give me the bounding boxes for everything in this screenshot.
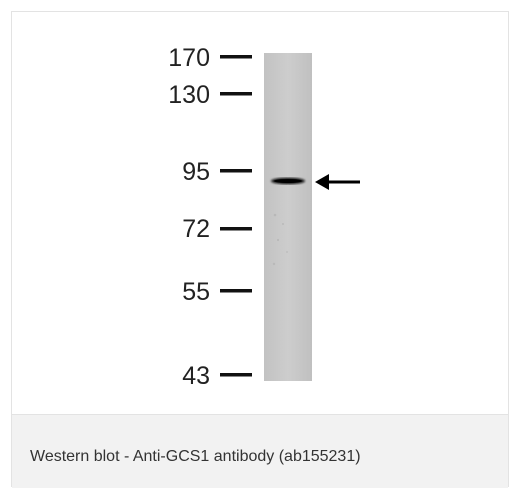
marker-tick-170: [220, 55, 252, 59]
marker-tick-55: [220, 289, 252, 293]
marker-label-72: 72: [182, 215, 210, 243]
marker-55: 55: [182, 278, 252, 306]
marker-tick-43: [220, 373, 252, 377]
figure-caption-bar: Western blot - Anti-GCS1 antibody (ab155…: [12, 414, 508, 488]
marker-72: 72: [182, 215, 252, 243]
lane-speckles: [272, 213, 288, 266]
protein-band: [271, 177, 305, 185]
marker-130: 130: [168, 81, 252, 109]
marker-label-170: 170: [168, 44, 210, 72]
figure-caption: Western blot - Anti-GCS1 antibody (ab155…: [30, 448, 361, 465]
band-arrow-icon: [315, 174, 360, 190]
western-blot-figure: 170 130 95 72 55: [168, 44, 360, 390]
marker-ladder: 170 130 95 72 55: [168, 44, 252, 390]
western-blot-image: 170 130 95 72 55: [12, 12, 508, 414]
marker-95: 95: [182, 158, 252, 186]
marker-43: 43: [182, 362, 252, 390]
marker-label-130: 130: [168, 81, 210, 109]
marker-170: 170: [168, 44, 252, 72]
marker-tick-72: [220, 227, 252, 231]
marker-label-43: 43: [182, 362, 210, 390]
gel-lane: [264, 53, 312, 381]
marker-tick-130: [220, 92, 252, 96]
marker-tick-95: [220, 169, 252, 173]
figure-card: 170 130 95 72 55: [11, 11, 509, 488]
marker-label-55: 55: [182, 278, 210, 306]
marker-label-95: 95: [182, 158, 210, 186]
